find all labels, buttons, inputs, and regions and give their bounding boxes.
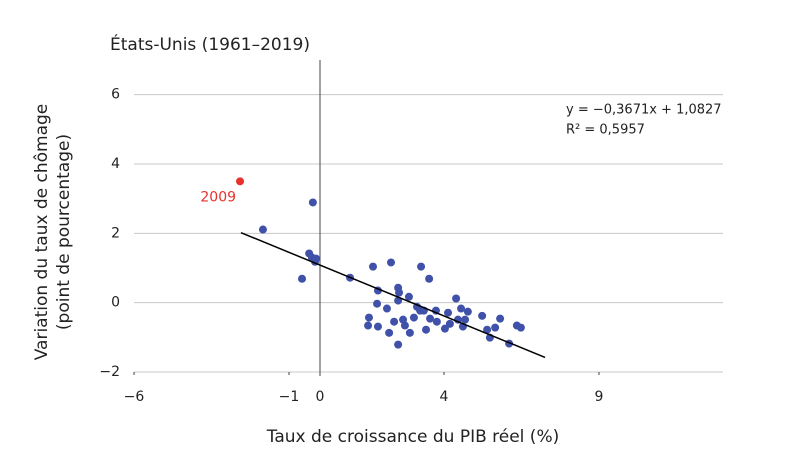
y-tick-label: 4 (111, 156, 120, 172)
point (364, 321, 373, 330)
point (385, 328, 394, 337)
point (444, 308, 453, 317)
x-tick-label: −6 (124, 389, 145, 405)
y-axis-title-line: (point de pourcentage) (54, 134, 74, 330)
y-axis-title-line: Variation du taux de chômage (32, 104, 52, 361)
point (409, 313, 418, 322)
point (417, 262, 426, 271)
point (258, 225, 267, 234)
point (369, 262, 378, 271)
point (400, 321, 409, 330)
x-tick-label: 0 (316, 389, 325, 405)
point (390, 317, 399, 326)
point (432, 317, 441, 326)
trendline (240, 231, 546, 359)
r-squared: R² = 0,5957 (566, 123, 645, 138)
point (452, 294, 461, 303)
point (308, 198, 317, 207)
chart-title: États-Unis (1961–2019) (110, 33, 310, 55)
equation: y = −0,3671x + 1,0827 (566, 103, 722, 118)
point (516, 323, 525, 332)
x-axis-title: Taux de croissance du PIB réel (%) (266, 427, 559, 447)
point (298, 274, 307, 283)
point (394, 340, 403, 349)
point (373, 299, 382, 308)
y-tick-label: 2 (111, 225, 120, 241)
point (425, 274, 434, 283)
x-tick-label: 4 (440, 389, 449, 405)
x-tick-label: 9 (595, 389, 604, 405)
point (445, 319, 454, 328)
point (483, 325, 492, 334)
point (478, 311, 487, 320)
point (461, 315, 470, 324)
point (463, 307, 472, 316)
x-tick-label: −1 (279, 389, 300, 405)
point (364, 313, 373, 322)
point (440, 324, 449, 333)
point (491, 323, 500, 332)
point (457, 304, 466, 313)
point (426, 314, 435, 323)
point (382, 304, 391, 313)
point (386, 258, 395, 267)
point (373, 322, 382, 331)
point (496, 314, 505, 323)
point (311, 254, 320, 263)
point (422, 325, 431, 334)
point (405, 328, 414, 337)
y-tick-label: 0 (111, 295, 120, 311)
point (395, 288, 404, 297)
y-tick-label: −2 (99, 364, 120, 380)
highlight-point (236, 177, 245, 186)
y-tick-label: 6 (111, 87, 120, 103)
y-axis-title: Variation du taux de chômage (point de p… (32, 104, 74, 361)
point (404, 292, 413, 301)
highlight-label: 2009 (200, 189, 236, 205)
